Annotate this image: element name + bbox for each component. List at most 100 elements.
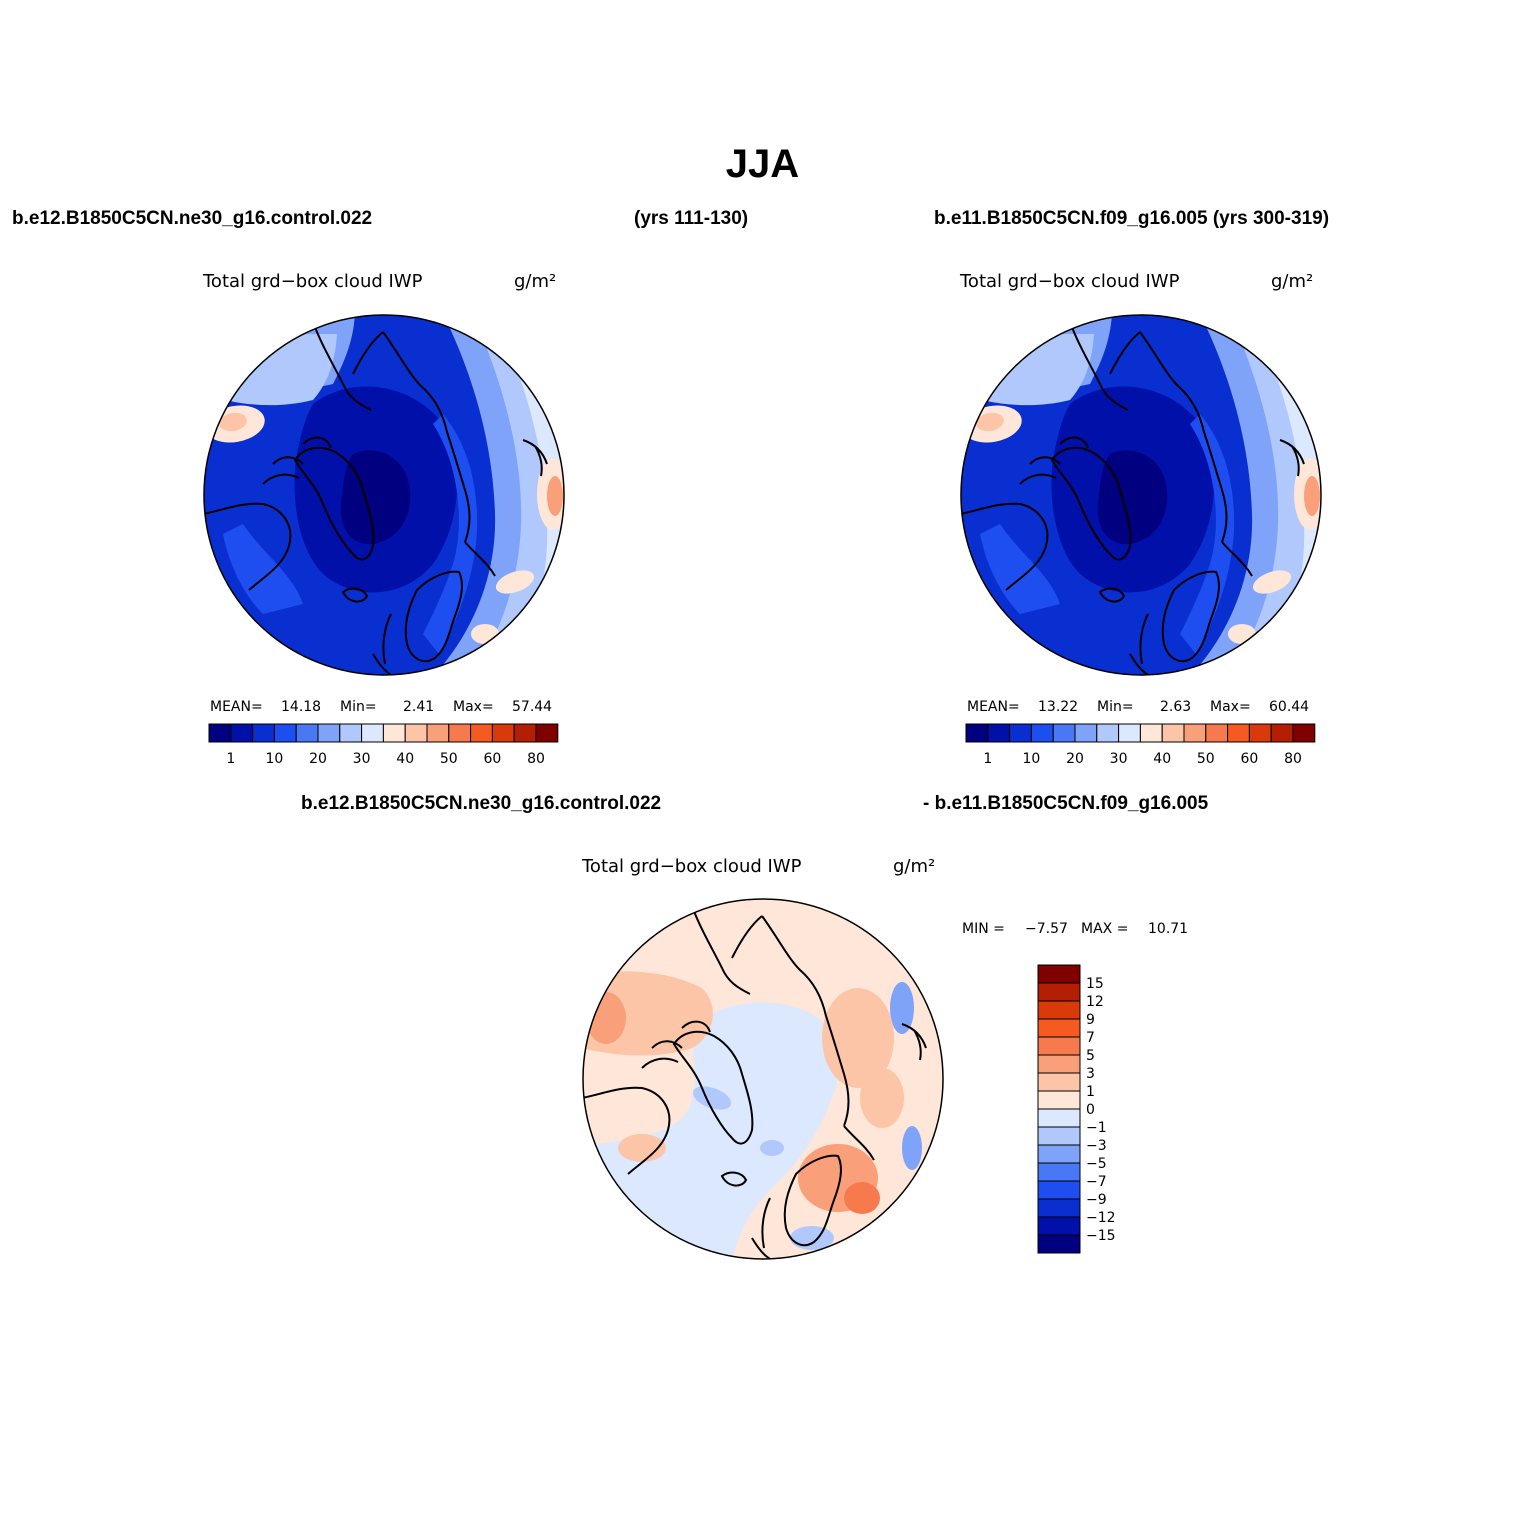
panel1-mean-label: MEAN= bbox=[210, 699, 263, 715]
coastline bbox=[1069, 321, 1141, 411]
panel2-min-value: 2.63 bbox=[1160, 699, 1192, 715]
field-contour bbox=[1252, 570, 1292, 594]
colorbar-swatch bbox=[1037, 1198, 1081, 1218]
colorbar-tick-label: 50 bbox=[1197, 751, 1215, 767]
coastline bbox=[1161, 570, 1220, 663]
panel2-max-label: Max= bbox=[1210, 699, 1251, 715]
colorbar-swatch bbox=[1037, 1108, 1081, 1128]
colorbar-swatch bbox=[1037, 1072, 1081, 1092]
panel1-colorbar: 1 10 20 30 40 50 60 80 bbox=[208, 723, 559, 767]
colorbar-tick-label: −12 bbox=[1086, 1210, 1116, 1226]
panel2-colorbar: 1 10 20 30 40 50 60 80 bbox=[965, 723, 1316, 767]
colorbar-swatch bbox=[1009, 723, 1032, 743]
field-contour bbox=[223, 524, 303, 614]
field-contour bbox=[1304, 476, 1320, 516]
panel2-mean-value: 13.22 bbox=[1038, 699, 1079, 715]
colorbar-swatch bbox=[965, 723, 989, 743]
coastline bbox=[583, 1020, 711, 1175]
colorbar-tick-label: 3 bbox=[1086, 1066, 1095, 1082]
coastline bbox=[312, 321, 384, 411]
colorbar-tick-label: 1 bbox=[1086, 1084, 1095, 1100]
coastline bbox=[961, 436, 1089, 591]
colorbar-swatch bbox=[1037, 1216, 1081, 1236]
colorbar-tick-label: 12 bbox=[1086, 994, 1104, 1010]
diff-label-a: b.e12.B1850C5CN.ne30_g16.control.022 bbox=[301, 793, 662, 814]
page-title: JJA bbox=[725, 142, 800, 186]
colorbar-tick-label: 40 bbox=[396, 751, 414, 767]
colorbar-swatch bbox=[1037, 1144, 1081, 1164]
colorbar-swatch bbox=[1096, 723, 1120, 743]
colorbar-swatch bbox=[1118, 723, 1141, 743]
colorbar-swatch bbox=[1037, 1126, 1081, 1146]
coastline bbox=[901, 1023, 927, 1061]
colorbar-tick-label: −7 bbox=[1086, 1174, 1107, 1190]
coastline bbox=[204, 436, 332, 591]
map-boundary bbox=[203, 314, 565, 676]
panel3-max-label: MAX = bbox=[1081, 921, 1129, 937]
coastline bbox=[1098, 587, 1126, 603]
colorbar-swatch bbox=[1037, 1036, 1081, 1056]
coastline bbox=[672, 1030, 754, 1145]
colorbar-tick-label: 30 bbox=[1110, 751, 1128, 767]
case2-label: b.e11.B1850C5CN.f09_g16.005 (yrs 300-319… bbox=[934, 208, 1330, 229]
colorbar-tick-label: −1 bbox=[1086, 1120, 1107, 1136]
colorbar-swatch bbox=[448, 723, 472, 743]
panel1-mean-value: 14.18 bbox=[281, 699, 322, 715]
panel1-min-value: 2.41 bbox=[403, 699, 435, 715]
field-contour bbox=[495, 570, 535, 594]
colorbar-tick-label: 7 bbox=[1086, 1030, 1095, 1046]
panel1-max-value: 57.44 bbox=[512, 699, 553, 715]
field-contour bbox=[902, 1126, 922, 1170]
colorbar-swatch bbox=[1205, 723, 1229, 743]
colorbar-swatch bbox=[252, 723, 275, 743]
panel2-units: g/m² bbox=[1271, 271, 1314, 292]
colorbar-swatch bbox=[382, 723, 406, 743]
colorbar-tick-label: 50 bbox=[440, 751, 458, 767]
colorbar-swatch bbox=[295, 723, 319, 743]
panel2-mean-label: MEAN= bbox=[967, 699, 1020, 715]
colorbar-tick-label: −9 bbox=[1086, 1192, 1107, 1208]
coastline bbox=[691, 905, 763, 995]
panel3-polar-map bbox=[582, 898, 944, 1260]
panel3-min-value: −7.57 bbox=[1025, 921, 1068, 937]
colorbar-tick-label: 80 bbox=[527, 751, 545, 767]
colorbar-tick-label: 10 bbox=[265, 751, 283, 767]
colorbar-swatch bbox=[339, 723, 363, 743]
colorbar-swatch bbox=[1292, 723, 1316, 743]
field-contour bbox=[471, 624, 499, 644]
colorbar-swatch bbox=[404, 723, 428, 743]
field-contour bbox=[1097, 450, 1168, 545]
colorbar-tick-label: 1 bbox=[226, 751, 235, 767]
panel1-units: g/m² bbox=[514, 271, 557, 292]
coastline bbox=[1279, 439, 1305, 477]
colorbar-swatch bbox=[1248, 723, 1272, 743]
coastline bbox=[761, 915, 875, 1161]
colorbar-swatch bbox=[1037, 1090, 1081, 1110]
panel3-colorbar: 15 12 9 7 5 3 1 0 −1 −3 −5 −7 −9 −12 −15 bbox=[1037, 964, 1116, 1254]
colorbar-tick-label: −5 bbox=[1086, 1156, 1107, 1172]
panel1-min-label: Min= bbox=[340, 699, 377, 715]
colorbar-swatch bbox=[1074, 723, 1098, 743]
colorbar-tick-label: 20 bbox=[309, 751, 327, 767]
field-contour bbox=[219, 412, 247, 432]
panel2-max-value: 60.44 bbox=[1269, 699, 1310, 715]
panel3-max-value: 10.71 bbox=[1148, 921, 1189, 937]
panel1-polar-map bbox=[203, 314, 565, 676]
panel3-units: g/m² bbox=[893, 856, 936, 877]
colorbar-tick-label: 0 bbox=[1086, 1102, 1095, 1118]
field-contour bbox=[1180, 414, 1235, 654]
case1-label: b.e12.B1850C5CN.ne30_g16.control.022 bbox=[12, 208, 373, 229]
colorbar-swatch bbox=[1037, 964, 1081, 984]
coastline bbox=[1050, 446, 1132, 561]
colorbar-tick-label: 15 bbox=[1086, 976, 1104, 992]
colorbar-swatch bbox=[1037, 1054, 1081, 1074]
field-contour bbox=[890, 982, 914, 1034]
colorbar-swatch bbox=[361, 723, 384, 743]
panel3-min-label: MIN = bbox=[962, 921, 1005, 937]
field-contour bbox=[980, 524, 1060, 614]
coastline bbox=[293, 446, 375, 561]
colorbar-tick-label: 60 bbox=[1240, 751, 1258, 767]
map-boundary bbox=[960, 314, 1322, 676]
colorbar-swatch bbox=[1037, 1000, 1081, 1020]
colorbar-swatch bbox=[1183, 723, 1207, 743]
